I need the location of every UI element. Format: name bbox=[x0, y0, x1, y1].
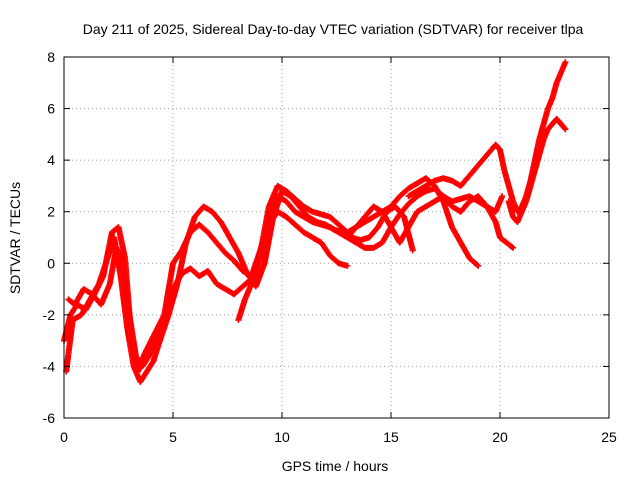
x-tick-label: 20 bbox=[492, 429, 508, 445]
y-axis: -6 -4 -2 0 2 4 6 8 bbox=[43, 49, 609, 426]
series-track-7 bbox=[505, 115, 569, 226]
x-tick-label: 25 bbox=[601, 429, 617, 445]
x-axis: 0 5 10 15 20 25 bbox=[60, 57, 617, 445]
x-axis-title: GPS time / hours bbox=[282, 458, 389, 474]
y-tick-label: 2 bbox=[47, 204, 55, 220]
y-axis-title: SDTVAR / TECUs bbox=[7, 182, 23, 294]
data-point bbox=[510, 244, 517, 251]
y-tick-label: -6 bbox=[43, 410, 56, 426]
x-tick-label: 0 bbox=[60, 429, 68, 445]
data-point-interp bbox=[561, 125, 568, 132]
data-point-interp bbox=[474, 261, 481, 268]
chart-title: Day 211 of 2025, Sidereal Day-to-day VTE… bbox=[83, 21, 584, 37]
y-tick-label: 0 bbox=[47, 255, 55, 271]
data-point bbox=[409, 247, 416, 254]
x-tick-label: 15 bbox=[383, 429, 399, 445]
data-point bbox=[562, 126, 569, 133]
x-tick-label: 5 bbox=[169, 429, 177, 445]
x-tick-label: 10 bbox=[274, 429, 290, 445]
data-points bbox=[61, 59, 569, 385]
plot-frame bbox=[63, 56, 610, 419]
y-tick-label: 4 bbox=[47, 152, 55, 168]
data-point bbox=[344, 262, 351, 269]
data-point bbox=[475, 262, 482, 269]
data-point bbox=[562, 59, 569, 66]
data-point-interp bbox=[508, 243, 515, 250]
y-tick-label: -4 bbox=[43, 358, 56, 374]
y-tick-label: 6 bbox=[47, 101, 55, 117]
y-tick-label: -2 bbox=[43, 307, 56, 323]
y-tick-label: 8 bbox=[47, 49, 55, 65]
series-track-5 bbox=[344, 193, 517, 251]
data-point bbox=[499, 193, 506, 200]
